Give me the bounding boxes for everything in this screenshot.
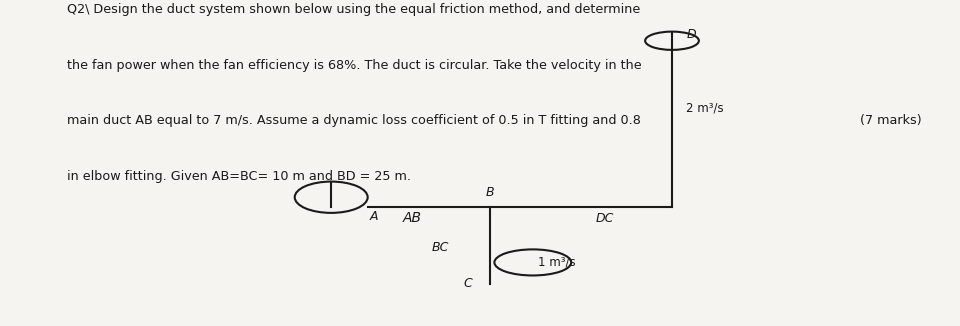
Text: Q2\ Design the duct system shown below using the equal friction method, and dete: Q2\ Design the duct system shown below u… (67, 3, 640, 16)
Text: 1 m³/s: 1 m³/s (538, 256, 575, 269)
Text: 2 m³/s: 2 m³/s (686, 101, 724, 114)
Text: the fan power when the fan efficiency is 68%. The duct is circular. Take the vel: the fan power when the fan efficiency is… (67, 59, 642, 72)
Text: main duct AB equal to 7 m/s. Assume a dynamic loss coefficient of 0.5 in T fitti: main duct AB equal to 7 m/s. Assume a dy… (67, 114, 641, 127)
Text: in elbow fitting. Given AB=BC= 10 m and BD = 25 m.: in elbow fitting. Given AB=BC= 10 m and … (67, 170, 411, 183)
Text: B: B (486, 186, 493, 199)
Text: A: A (371, 210, 378, 223)
Text: (7 marks): (7 marks) (860, 114, 922, 127)
Text: AB: AB (403, 211, 422, 225)
Text: DC: DC (596, 212, 614, 225)
Text: C: C (464, 277, 472, 290)
Text: BC: BC (432, 241, 449, 254)
Text: D: D (686, 28, 696, 41)
